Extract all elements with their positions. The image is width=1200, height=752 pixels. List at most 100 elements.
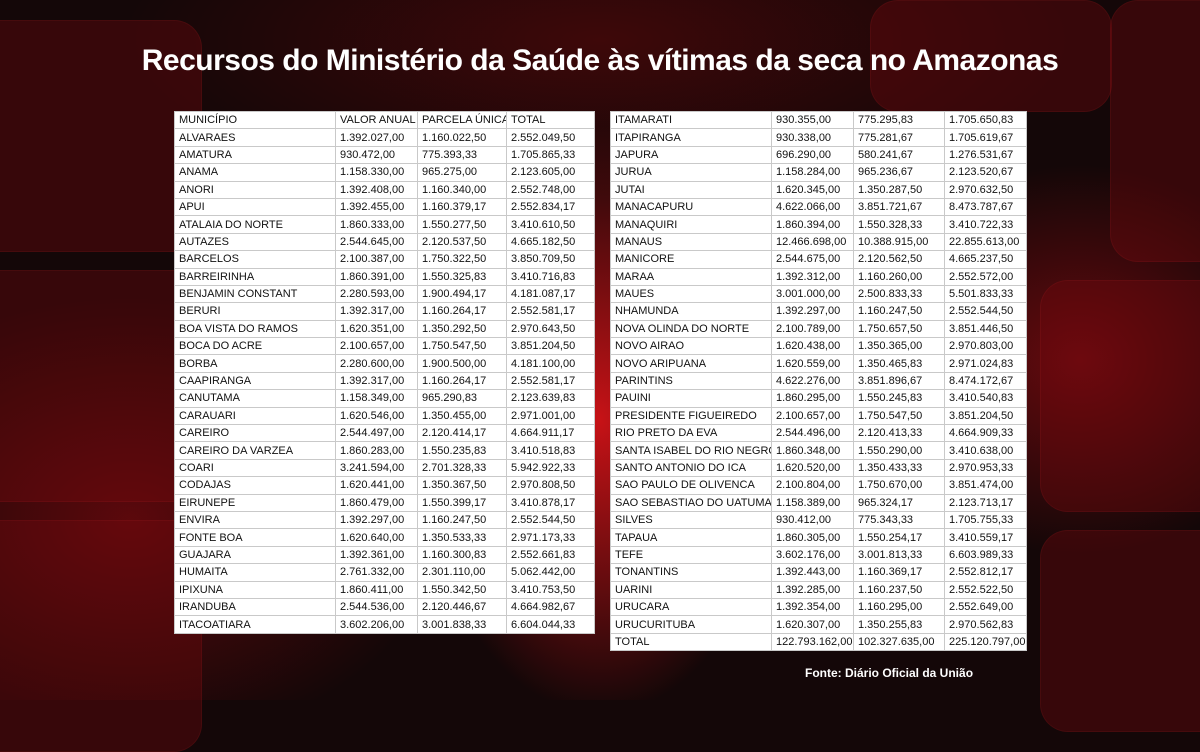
cell-valor-anual: 1.620.640,00: [335, 528, 418, 547]
cell-valor-anual: 1.620.351,00: [335, 319, 418, 339]
cell-valor-anual: 4.622.066,00: [771, 197, 854, 217]
table-row: MANAUS 12.466.698,00 10.388.915,00 22.855.6…: [610, 232, 1027, 252]
cell-parcela-unica: 965.324,17: [853, 493, 945, 512]
cell-parcela-unica: 775.393,33: [417, 145, 507, 165]
cell-valor-anual: 1.860.394,00: [771, 215, 854, 234]
cell-total: 6.603.989,33: [944, 545, 1027, 565]
cell-total: 2.123.605,00: [506, 163, 595, 182]
cell-total: 5.942.922,33: [506, 458, 595, 478]
table-row: MARAA 1.392.312,00 1.160.260,00 2.552.572,0…: [610, 267, 1027, 286]
table-row: ITAMARATI 930.355,00 775.295,83 1.705.650,8…: [610, 110, 1027, 130]
cell-total: 8.474.172,67: [944, 371, 1027, 391]
cell-total: 1.705.650,83: [944, 110, 1027, 130]
cell-parcela-unica: 1.160.247,50: [853, 302, 945, 321]
background-tile: [0, 20, 202, 252]
cell-municipio: GUAJARA: [174, 545, 336, 565]
cell-valor-anual: 1.392.408,00: [335, 180, 418, 199]
cell-total: 2.971.173,33: [506, 528, 595, 547]
cell-valor-anual: 1.392.455,00: [335, 197, 418, 217]
cell-parcela-unica: 965.236,67: [853, 163, 945, 182]
table-row: BARCELOS 2.100.387,00 1.750.322,50 3.850.70…: [174, 250, 595, 269]
cell-municipio: MUNICÍPIO: [174, 110, 336, 130]
table-row: SAO PAULO DE OLIVENCA 2.100.804,00 1.750.6…: [610, 476, 1027, 495]
cell-valor-anual: 4.622.276,00: [771, 371, 854, 391]
cell-parcela-unica: 1.160.237,50: [853, 580, 945, 599]
cell-total: 3.410.540,83: [944, 389, 1027, 408]
cell-valor-anual: 696.290,00: [771, 145, 854, 165]
table-row: SAO SEBASTIAO DO UATUMA 1.158.389,00 965.3…: [610, 493, 1027, 512]
cell-total: 3.410.559,17: [944, 528, 1027, 547]
source-caption: Fonte: Diário Oficial da União: [805, 666, 974, 680]
table-row: ANORI 1.392.408,00 1.160.340,00 2.552.748,0…: [174, 180, 595, 199]
cell-total: 3.410.878,17: [506, 493, 595, 512]
cell-municipio: MANACAPURU: [610, 197, 772, 217]
cell-valor-anual: 2.100.804,00: [771, 476, 854, 495]
cell-parcela-unica: 10.388.915,00: [853, 232, 945, 252]
background-tile: [1110, 0, 1200, 262]
cell-parcela-unica: 1.750.322,50: [417, 250, 507, 269]
cell-municipio: MANICORE: [610, 250, 772, 269]
table-row: BARREIRINHA 1.860.391,00 1.550.325,83 3.410…: [174, 267, 595, 286]
cell-municipio: RIO PRETO DA EVA: [610, 424, 772, 443]
cell-valor-anual: 1.392.317,00: [335, 371, 418, 391]
cell-total: 3.850.709,50: [506, 250, 595, 269]
cell-valor-anual: 930.338,00: [771, 128, 854, 147]
table-row: CAREIRO DA VARZEA 1.860.283,00 1.550.235,8…: [174, 441, 595, 460]
cell-parcela-unica: 965.290,83: [417, 389, 507, 408]
cell-parcela-unica: 1.160.247,50: [417, 510, 507, 530]
cell-total: 2.552.661,83: [506, 545, 595, 565]
cell-municipio: TONANTINS: [610, 563, 772, 582]
table-row: MANACAPURU 4.622.066,00 3.851.721,67 8.473.…: [610, 197, 1027, 217]
cell-parcela-unica: 3.851.896,67: [853, 371, 945, 391]
background-tile: [0, 520, 202, 752]
cell-valor-anual: 1.392.317,00: [335, 302, 418, 321]
cell-municipio: ENVIRA: [174, 510, 336, 530]
cell-valor-anual: 930.355,00: [771, 110, 854, 130]
cell-municipio: BARCELOS: [174, 250, 336, 269]
cell-municipio: ANAMA: [174, 163, 336, 182]
cell-total: 2.970.643,50: [506, 319, 595, 339]
table-row: ITACOATIARA 3.602.206,00 3.001.838,33 6.604…: [174, 615, 595, 634]
cell-municipio: UARINI: [610, 580, 772, 599]
cell-municipio: BOA VISTA DO RAMOS: [174, 319, 336, 339]
cell-municipio: SILVES: [610, 510, 772, 530]
cell-parcela-unica: 2.500.833,33: [853, 284, 945, 304]
cell-parcela-unica: 1.550.328,33: [853, 215, 945, 234]
table-row: PARINTINS 4.622.276,00 3.851.896,67 8.474.1…: [610, 371, 1027, 391]
table-row: MANAQUIRI 1.860.394,00 1.550.328,33 3.410.7…: [610, 215, 1027, 234]
cell-parcela-unica: 1.350.433,33: [853, 458, 945, 478]
cell-parcela-unica: 2.701.328,33: [417, 458, 507, 478]
cell-parcela-unica: 1.160.260,00: [853, 267, 945, 286]
cell-valor-anual: 3.602.176,00: [771, 545, 854, 565]
cell-municipio: TAPAUA: [610, 528, 772, 547]
cell-total: 3.410.518,83: [506, 441, 595, 460]
municipality-table-left: MUNICÍPIO VALOR ANUAL PARCELA ÚNICA TOTAL AL…: [174, 110, 595, 634]
table-row: NHAMUNDA 1.392.297,00 1.160.247,50 2.552.54…: [610, 302, 1027, 321]
cell-total: 2.552.544,50: [506, 510, 595, 530]
cell-parcela-unica: 1.350.287,50: [853, 180, 945, 199]
cell-municipio: CAREIRO: [174, 424, 336, 443]
cell-total: 2.970.808,50: [506, 476, 595, 495]
cell-valor-anual: 1.158.284,00: [771, 163, 854, 182]
cell-valor-anual: 1.158.349,00: [335, 389, 418, 408]
cell-parcela-unica: 1.350.365,00: [853, 337, 945, 356]
cell-municipio: CANUTAMA: [174, 389, 336, 408]
cell-valor-anual: 1.620.441,00: [335, 476, 418, 495]
cell-parcela-unica: 1.160.264,17: [417, 302, 507, 321]
cell-total: 4.664.911,17: [506, 424, 595, 443]
cell-total: 3.851.204,50: [944, 406, 1027, 426]
table-row: CODAJAS 1.620.441,00 1.350.367,50 2.970.808…: [174, 476, 595, 495]
table-row: BERURI 1.392.317,00 1.160.264,17 2.552.581,…: [174, 302, 595, 321]
cell-valor-anual: 2.544.536,00: [335, 597, 418, 617]
cell-total: 2.552.544,50: [944, 302, 1027, 321]
cell-valor-anual: 1.392.297,00: [335, 510, 418, 530]
cell-parcela-unica: 1.750.547,50: [853, 406, 945, 426]
cell-total: 2.123.713,17: [944, 493, 1027, 512]
cell-total: 4.665.182,50: [506, 232, 595, 252]
table-total-row: TOTAL 122.793.162,00 102.327.635,00 225.120…: [610, 632, 1027, 652]
cell-municipio: ANORI: [174, 180, 336, 199]
cell-parcela-unica: 1.550.277,50: [417, 215, 507, 234]
cell-parcela-unica: 1.160.022,50: [417, 128, 507, 147]
cell-municipio: CARAUARI: [174, 406, 336, 426]
cell-total: 2.970.632,50: [944, 180, 1027, 199]
